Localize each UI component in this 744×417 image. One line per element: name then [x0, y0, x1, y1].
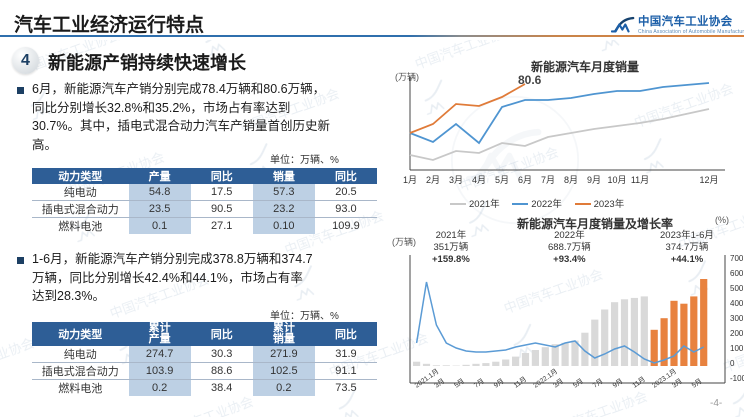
svg-text:200: 200: [730, 329, 744, 338]
svg-text:7月: 7月: [541, 175, 555, 185]
svg-text:4月: 4月: [472, 175, 486, 185]
svg-text:5月: 5月: [690, 377, 703, 390]
svg-text:5月: 5月: [453, 377, 466, 390]
svg-text:3月: 3月: [433, 377, 446, 390]
svg-text:9月: 9月: [492, 377, 505, 390]
svg-text:12月: 12月: [699, 175, 718, 185]
svg-text:3月: 3月: [671, 377, 684, 390]
svg-text:-100: -100: [730, 374, 744, 383]
svg-text:11月: 11月: [631, 175, 649, 185]
svg-text:7月: 7月: [473, 377, 486, 390]
svg-text:9月: 9月: [611, 377, 624, 390]
svg-text:100: 100: [730, 344, 744, 353]
svg-text:400: 400: [730, 299, 744, 308]
svg-text:6月: 6月: [518, 175, 532, 185]
svg-text:5月: 5月: [495, 175, 509, 185]
svg-text:11月: 11月: [631, 375, 647, 390]
svg-text:5月: 5月: [572, 377, 585, 390]
svg-text:700: 700: [730, 255, 744, 263]
svg-text:500: 500: [730, 284, 744, 293]
svg-text:0: 0: [730, 359, 735, 368]
svg-text:11月: 11月: [512, 375, 528, 390]
svg-text:600: 600: [730, 269, 744, 278]
svg-text:8月: 8月: [564, 175, 578, 185]
svg-text:300: 300: [730, 314, 744, 323]
svg-text:2月: 2月: [426, 175, 440, 185]
svg-text:7月: 7月: [591, 377, 604, 390]
svg-text:3月: 3月: [552, 377, 565, 390]
svg-text:10月: 10月: [607, 175, 626, 185]
svg-text:3月: 3月: [449, 175, 463, 185]
svg-text:9月: 9月: [587, 175, 601, 185]
svg-text:1月: 1月: [403, 175, 417, 185]
